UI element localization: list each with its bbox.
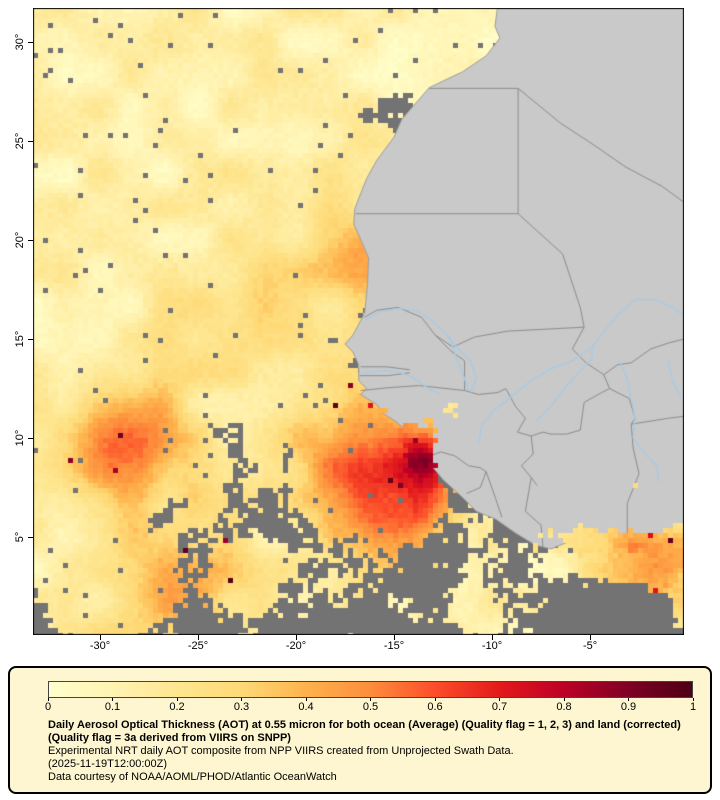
x-tick-mark	[197, 635, 199, 640]
x-tick-mark	[295, 635, 297, 640]
colorbar-tick-label: 0.2	[169, 701, 185, 713]
colorbar-tick-mark	[563, 698, 565, 701]
y-tick-label: 5°	[14, 531, 26, 543]
colorbar-tick-mark	[176, 698, 178, 701]
colorbar-tick-label: 0.7	[491, 701, 508, 713]
aot-map-canvas	[33, 8, 684, 635]
legend-timestamp: (2025-11-19T12:00:00Z)	[48, 758, 168, 770]
y-tick-label: 10°	[14, 429, 26, 447]
colorbar-tick-label: 0.8	[556, 701, 572, 713]
colorbar-tick-label: 0.9	[620, 701, 637, 713]
y-tick-mark	[28, 140, 33, 142]
colorbar-tick-label: 0.3	[233, 701, 250, 713]
legend-caption: Daily Aerosol Optical Thickness (AOT) at…	[48, 719, 700, 784]
colorbar-tick-mark	[370, 698, 371, 701]
x-tick-mark	[589, 635, 591, 640]
legend-panel: 0 0.1 0.2 0.3 0.4 0.5 0.6 0.7 0.8 0.9 1 Daily Aero…	[8, 666, 712, 794]
y-tick-label: 20°	[14, 231, 26, 249]
colorbar-tick-mark	[434, 698, 436, 701]
legend-subtitle: Experimental NRT daily AOT composite fro…	[48, 745, 514, 757]
colorbar-tick-label: 0	[44, 701, 52, 713]
x-tick-label: -25°	[187, 640, 209, 652]
colorbar-tick-mark	[499, 698, 500, 701]
y-tick-label: 30°	[14, 33, 26, 51]
legend-credit: Data courtesy of NOAA/AOML/PHOD/Atlantic…	[48, 771, 337, 783]
y-tick-mark	[28, 437, 33, 439]
colorbar-tick-label: 0.4	[298, 701, 314, 713]
colorbar-tick-mark	[692, 698, 694, 701]
y-tick-mark	[28, 239, 33, 241]
y-tick-mark	[28, 536, 33, 538]
y-tick-label: 25°	[14, 132, 26, 150]
colorbar-tick-label: 0.6	[427, 701, 443, 713]
colorbar-tick-label: 1	[689, 701, 697, 713]
x-tick-label: -5°	[582, 640, 598, 652]
colorbar-tick-mark	[112, 698, 113, 701]
colorbar-tick-mark	[241, 698, 242, 701]
y-tick-mark	[28, 338, 33, 340]
colorbar-tick-label: 0.5	[362, 701, 379, 713]
colorbar-tick-mark	[305, 698, 307, 701]
y-tick-mark	[28, 41, 33, 43]
x-tick-label: -20°	[285, 640, 307, 652]
x-tick-label: -30°	[89, 640, 111, 652]
legend-title: Daily Aerosol Optical Thickness (AOT) at…	[48, 719, 681, 744]
x-tick-mark	[99, 635, 101, 640]
x-tick-label: -10°	[481, 640, 503, 652]
colorbar-tick-mark	[47, 698, 49, 701]
x-tick-mark	[491, 635, 493, 640]
x-tick-mark	[393, 635, 395, 640]
colorbar-gradient	[48, 681, 693, 698]
y-tick-label: 15°	[14, 330, 26, 348]
x-tick-label: -15°	[383, 640, 405, 652]
colorbar-tick-mark	[628, 698, 629, 701]
colorbar-tick-label: 0.1	[104, 701, 121, 713]
